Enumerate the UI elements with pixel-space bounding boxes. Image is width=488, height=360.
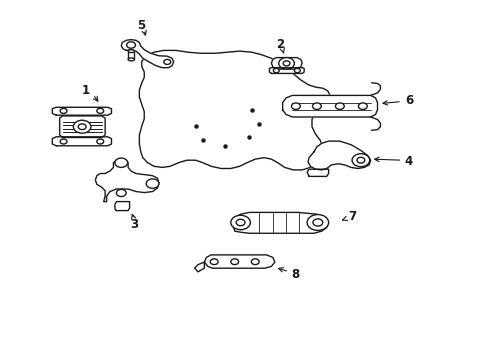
Text: 8: 8 bbox=[291, 268, 299, 281]
Circle shape bbox=[97, 139, 103, 144]
Circle shape bbox=[351, 154, 369, 167]
Circle shape bbox=[126, 42, 135, 48]
Polygon shape bbox=[307, 141, 370, 170]
Circle shape bbox=[356, 157, 364, 163]
Circle shape bbox=[236, 219, 244, 226]
Ellipse shape bbox=[128, 58, 134, 61]
Text: 4: 4 bbox=[404, 155, 412, 168]
Polygon shape bbox=[282, 95, 377, 117]
Polygon shape bbox=[128, 51, 134, 59]
Polygon shape bbox=[306, 169, 328, 176]
Circle shape bbox=[146, 179, 159, 188]
Circle shape bbox=[116, 189, 126, 197]
Circle shape bbox=[78, 124, 86, 130]
Circle shape bbox=[210, 259, 218, 265]
Ellipse shape bbox=[128, 50, 134, 53]
Polygon shape bbox=[269, 68, 304, 73]
Circle shape bbox=[60, 139, 67, 144]
Circle shape bbox=[230, 259, 238, 265]
Polygon shape bbox=[139, 50, 329, 170]
Polygon shape bbox=[121, 40, 173, 68]
Polygon shape bbox=[232, 212, 328, 233]
Polygon shape bbox=[95, 159, 159, 202]
Polygon shape bbox=[60, 116, 105, 138]
Polygon shape bbox=[271, 58, 302, 69]
Circle shape bbox=[273, 68, 279, 73]
Polygon shape bbox=[52, 107, 111, 115]
Text: 3: 3 bbox=[130, 219, 138, 231]
Text: 7: 7 bbox=[347, 210, 355, 223]
Circle shape bbox=[97, 108, 103, 113]
Text: 5: 5 bbox=[137, 19, 144, 32]
Polygon shape bbox=[194, 262, 204, 272]
Circle shape bbox=[115, 158, 127, 167]
Text: 2: 2 bbox=[276, 39, 284, 51]
Circle shape bbox=[283, 61, 289, 66]
Polygon shape bbox=[204, 255, 274, 268]
Circle shape bbox=[73, 120, 91, 133]
Polygon shape bbox=[52, 137, 111, 146]
Circle shape bbox=[278, 58, 294, 69]
Circle shape bbox=[312, 219, 322, 226]
Circle shape bbox=[230, 215, 250, 230]
Polygon shape bbox=[115, 202, 129, 211]
Circle shape bbox=[306, 215, 328, 230]
Circle shape bbox=[251, 259, 259, 265]
Text: 6: 6 bbox=[405, 94, 413, 107]
Circle shape bbox=[335, 103, 344, 109]
Circle shape bbox=[163, 59, 170, 64]
Circle shape bbox=[60, 108, 67, 113]
Circle shape bbox=[312, 103, 321, 109]
Circle shape bbox=[358, 103, 366, 109]
Circle shape bbox=[291, 103, 300, 109]
Circle shape bbox=[294, 68, 300, 73]
Text: 1: 1 bbox=[81, 84, 89, 96]
